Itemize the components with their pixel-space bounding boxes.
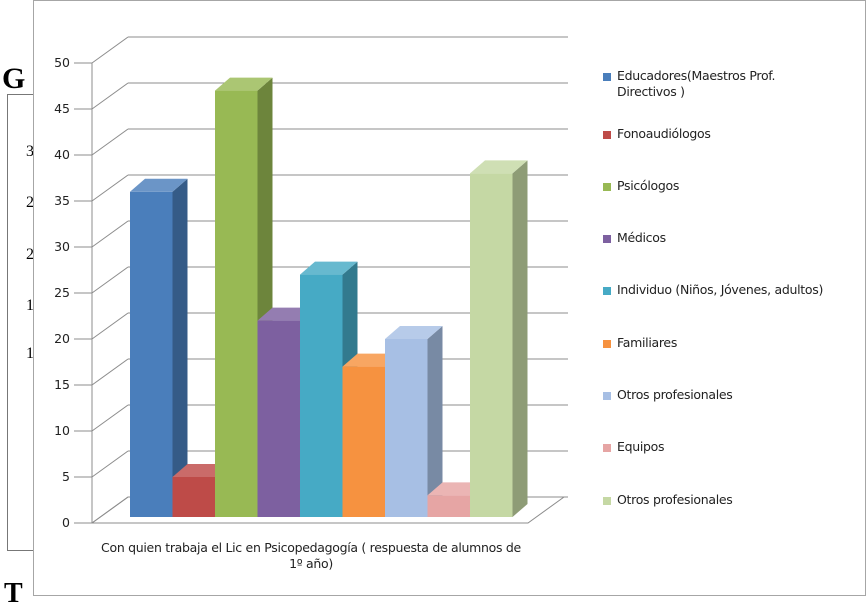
- y-tick-label: 30: [54, 239, 70, 254]
- legend-item: Individuo (Niños, Jóvenes, adultos): [603, 282, 867, 298]
- bar-side: [172, 178, 188, 518]
- y-tick-label: 0: [62, 515, 70, 530]
- legend-item: Familiares: [603, 335, 867, 351]
- background-side-fragment: 1: [26, 297, 34, 314]
- background-heading-fragment: G: [2, 62, 26, 95]
- legend-item: Equipos: [603, 439, 867, 455]
- bar: [427, 495, 470, 517]
- bar: [342, 366, 385, 517]
- legend-label: Psicólogos: [617, 178, 680, 193]
- legend-swatch: [603, 73, 611, 81]
- bar-top: [300, 261, 358, 275]
- y-tick-label: 25: [54, 285, 70, 300]
- bar-top: [470, 160, 528, 174]
- y-tick-label: 40: [54, 147, 70, 162]
- bar-top: [215, 77, 273, 91]
- legend-item: Fonoaudiólogos: [603, 126, 867, 142]
- bar: [172, 477, 215, 517]
- bar: [257, 320, 300, 517]
- chart-floor: [90, 496, 566, 524]
- legend-label: Familiares: [617, 335, 678, 350]
- legend-item: Psicólogos: [603, 178, 867, 194]
- bar-top: [385, 326, 443, 339]
- legend-label: Médicos: [617, 230, 666, 245]
- legend-item: Educadores(Maestros Prof. Directivos ): [603, 68, 807, 100]
- bar: [385, 339, 428, 517]
- legend-label: Fonoaudiólogos: [617, 126, 711, 141]
- bar-side: [512, 160, 528, 517]
- bar: [215, 90, 258, 517]
- legend-item: Otros profesionales: [603, 492, 867, 508]
- legend-swatch: [603, 497, 611, 505]
- grid-wall-line: [91, 404, 129, 432]
- legend-label: Educadores(Maestros Prof. Directivos ): [617, 68, 776, 99]
- y-tick-label: 35: [54, 193, 70, 208]
- bar: [130, 191, 173, 518]
- y-tick-label: 15: [54, 377, 70, 392]
- legend-label: Otros profesionales: [617, 492, 733, 507]
- grid-wall-line: [91, 220, 129, 248]
- grid-wall-line: [91, 174, 129, 202]
- grid-wall-line: [91, 36, 129, 64]
- bar: [470, 173, 513, 517]
- legend-label: Individuo (Niños, Jóvenes, adultos): [617, 282, 824, 297]
- grid-wall-line: [91, 312, 129, 340]
- grid-wall-line: [91, 128, 129, 156]
- y-tick-label: 10: [54, 423, 70, 438]
- y-tick-label: 45: [54, 101, 70, 116]
- background-side-fragment: 2: [26, 246, 34, 263]
- legend-swatch: [603, 340, 611, 348]
- legend-swatch: [603, 183, 611, 191]
- legend-swatch: [603, 235, 611, 243]
- background-table-frame: [7, 94, 36, 551]
- grid-wall-line: [91, 266, 129, 294]
- legend-swatch: [603, 131, 611, 139]
- bar-top: [130, 178, 188, 192]
- background-side-fragment: 1: [26, 345, 34, 362]
- background-side-fragment: 3: [26, 143, 34, 160]
- grid-wall-line: [91, 450, 129, 478]
- legend-swatch: [603, 287, 611, 295]
- legend-label: Otros profesionales: [617, 387, 733, 402]
- legend-item: Médicos: [603, 230, 867, 246]
- legend-swatch: [603, 444, 611, 452]
- bar: [300, 274, 343, 517]
- background-side-fragment: 2: [26, 194, 34, 211]
- y-tick-label: 20: [54, 331, 70, 346]
- grid-wall-line: [91, 358, 129, 386]
- bar-side: [427, 326, 443, 517]
- legend-item: Otros profesionales: [603, 387, 867, 403]
- y-tick-label: 50: [54, 55, 70, 70]
- legend-swatch: [603, 392, 611, 400]
- legend-label: Equipos: [617, 439, 665, 454]
- grid-wall-line: [91, 82, 129, 110]
- y-tick-label: 5: [62, 469, 70, 484]
- x-axis-label: Con quien trabaja el Lic en Psicopedagog…: [101, 540, 521, 571]
